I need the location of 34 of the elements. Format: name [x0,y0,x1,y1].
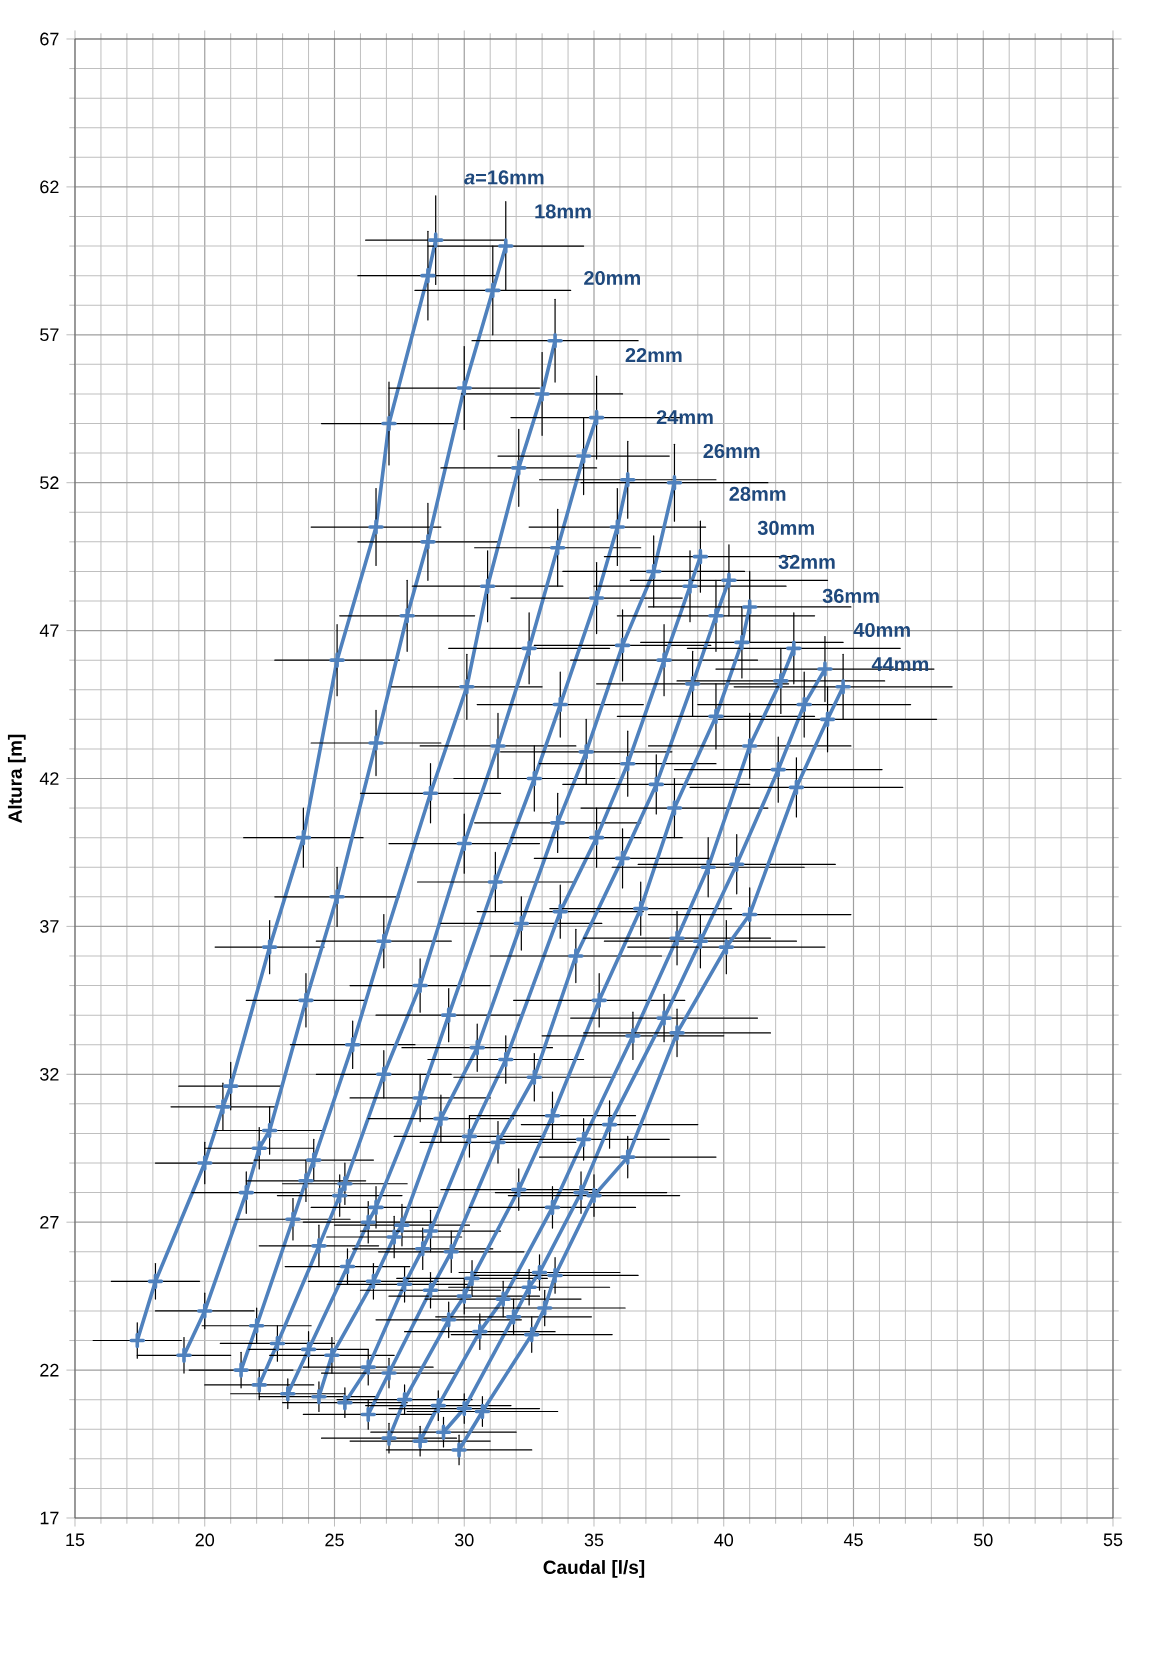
y-tick-label: 22 [40,1363,59,1377]
x-axis-title: Caudal [l/s] [543,1560,645,1578]
y-tick-label: 17 [40,1511,59,1525]
text: 22mm [625,348,682,362]
x-tick-label: 25 [325,1533,344,1547]
text: 36mm [822,588,879,604]
series-label: 44mm [871,657,929,672]
y-tick-label: 57 [40,328,59,342]
y-tick-label: 42 [39,772,59,785]
y-tick-label: 62 [40,180,59,194]
y-tick-label: 47 [39,624,59,637]
x-tick-label: 30 [454,1533,474,1547]
x-tick-label: 55 [1103,1533,1123,1547]
text: 32mm [778,554,835,570]
x-tick-label: 40 [714,1533,734,1547]
series-label: 18mm [535,204,591,219]
y-tick-label: 32 [40,1067,59,1081]
text: 30mm [757,520,814,536]
y-tick-label: 37 [40,920,59,933]
x-tick-label: 50 [973,1533,993,1547]
text: 28mm [729,486,786,501]
y-axis-title: Altura [m] [7,734,26,823]
series-label: 26mm [703,443,760,459]
y-tick-label: 27 [40,1215,59,1229]
x-tick-label: 45 [843,1533,863,1547]
text: 24mm [656,410,713,425]
x-tick-label: 20 [195,1533,215,1547]
y-tick-label: 52 [40,476,59,490]
text: a=16mm [464,170,544,185]
y-tick-label: 67 [40,32,59,46]
text: 20mm [584,270,641,286]
series-label: 40mm [853,622,910,638]
x-tick-label: 15 [66,1533,85,1547]
x-tick-label: 35 [584,1533,604,1547]
